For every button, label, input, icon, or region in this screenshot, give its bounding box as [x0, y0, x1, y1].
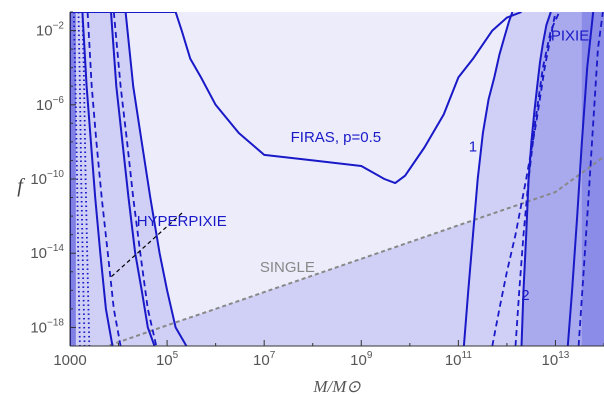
- series-line-1: [104, 155, 604, 346]
- y-axis-ticks: 10−2 10−6 10−10 10−14 10−18: [30, 11, 76, 347]
- annotation-label: PIXIE: [551, 27, 589, 44]
- series-line-5: [110, 12, 156, 346]
- y-axis-label: f: [17, 175, 25, 197]
- annotation-label: 2: [521, 287, 529, 304]
- x-tick-label: 107: [253, 350, 276, 369]
- y-tick-label: 10−18: [30, 317, 64, 336]
- x-axis-ticks: 1000 105 107 109 1011 1013: [53, 340, 604, 369]
- series-line-4: [81, 12, 114, 346]
- annotation-label: FIRAS, p=0.5: [291, 129, 381, 146]
- series-line-2: [462, 12, 514, 346]
- series-line-13: [514, 12, 561, 346]
- series-line-8: [112, 12, 158, 346]
- hyperpixie-leader-line: [110, 212, 183, 278]
- annotation-label: SINGLE: [260, 259, 315, 276]
- series-line-6: [124, 12, 188, 346]
- y-tick-label: 10−2: [36, 21, 65, 40]
- annotation-label: HYPERPIXIE: [137, 213, 227, 230]
- series-line-10: [77, 12, 86, 346]
- x-tick-label: 1011: [445, 350, 473, 369]
- firas-curve: [70, 12, 522, 346]
- x-tick-label: 105: [156, 350, 179, 369]
- y-tick-label: 10−10: [30, 169, 64, 188]
- annotations: FIRAS, p=0.5 PIXIE 1 2 HYPERPIXIE SINGLE: [137, 27, 590, 304]
- series-line-9: [72, 12, 81, 346]
- x-tick-label: 1000: [53, 352, 86, 369]
- y-tick-label: 10−14: [30, 243, 64, 262]
- x-tick-label: 1013: [542, 350, 570, 369]
- hyperpixie-region-fill: [70, 12, 187, 346]
- series-line-3: [520, 12, 552, 346]
- series-line-15: [577, 12, 604, 346]
- right-edge-band: [581, 12, 604, 346]
- shaded-regions: [70, 12, 604, 346]
- x-tick-label: 109: [350, 350, 373, 369]
- y-tick-label: 10−6: [36, 95, 65, 114]
- annotation-label: 1: [469, 139, 477, 156]
- x-axis-label: M/M⊙: [312, 377, 361, 394]
- series-line-14: [566, 12, 595, 346]
- curves: [70, 12, 604, 346]
- series-line-7: [86, 12, 122, 346]
- series-line-11: [81, 12, 91, 346]
- series-line-12: [491, 12, 557, 346]
